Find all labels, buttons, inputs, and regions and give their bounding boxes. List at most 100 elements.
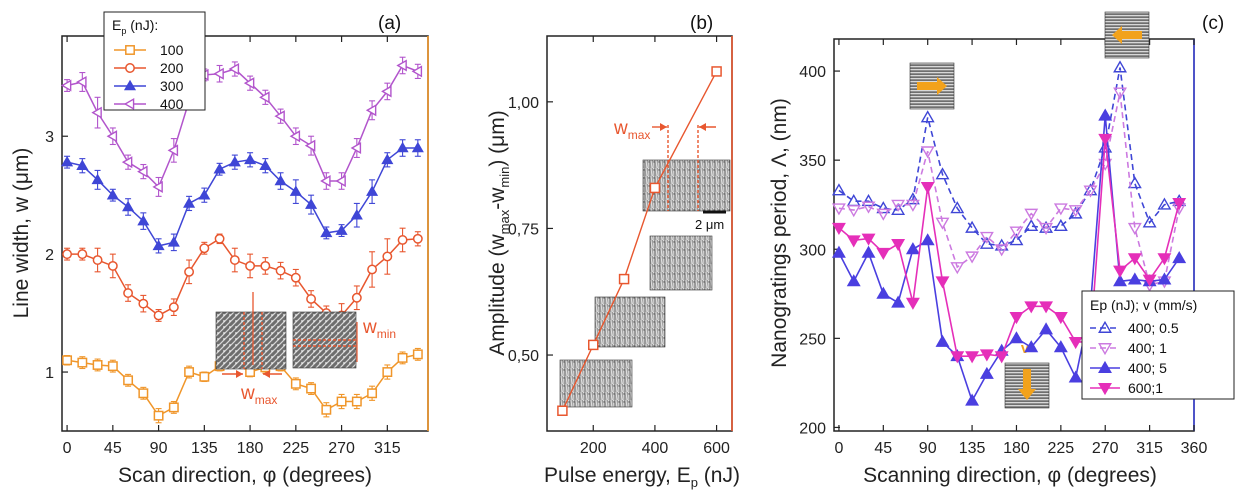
- series-300: [61, 139, 424, 254]
- data-point: [1127, 272, 1142, 285]
- velocity-annotation-c: v: [1021, 340, 1030, 357]
- series-600-1: [831, 133, 1187, 364]
- data-point: [213, 67, 224, 80]
- data-point: [107, 361, 118, 372]
- y-tick-label: 200: [799, 420, 826, 437]
- legend-title-a: Ep (nJ):: [112, 17, 158, 36]
- data-point: [1127, 253, 1142, 266]
- data-point: [1157, 197, 1172, 210]
- legend-title-c: Ep (nJ); v (mm/s): [1090, 297, 1197, 313]
- data-point: [861, 193, 876, 207]
- data-point: [259, 91, 270, 104]
- panel-b: 200 400 600 0,50 0,75 1,00 2 μm wmax (b) Puls…: [486, 13, 740, 490]
- series-0: [557, 66, 722, 416]
- data-point: [290, 378, 301, 389]
- series-200: [62, 227, 423, 328]
- data-point: [876, 208, 891, 221]
- x-tick-label: 600: [703, 440, 730, 457]
- data-point: [1009, 331, 1024, 344]
- y-tick-label: 400: [799, 64, 826, 81]
- data-point: [1039, 222, 1054, 236]
- data-point: [367, 388, 378, 399]
- data-point: [167, 236, 180, 247]
- data-point: [935, 217, 950, 230]
- legend-marker: [1098, 320, 1112, 333]
- data-point: [861, 201, 876, 214]
- data-point: [1157, 272, 1172, 285]
- data-point: [411, 141, 424, 153]
- data-point: [935, 334, 950, 347]
- legend-marker: [125, 63, 135, 73]
- data-point: [1053, 218, 1068, 232]
- data-point: [1053, 203, 1068, 216]
- data-point: [289, 130, 301, 143]
- y-tick-label: 300: [799, 242, 826, 259]
- panel-label-b: (b): [690, 13, 713, 34]
- x-axis-label-c: Scanning direction, φ (degrees): [863, 464, 1157, 487]
- data-point: [92, 360, 103, 370]
- grating-thumb-right-arrow: [909, 62, 955, 110]
- x-tick-label: 270: [1092, 440, 1119, 457]
- scale-bar-label-b: 2 μm: [695, 217, 724, 232]
- wmax-label-b: wmax: [613, 118, 650, 142]
- data-point: [137, 214, 150, 226]
- data-point: [1053, 312, 1068, 325]
- data-point: [979, 349, 994, 362]
- legend-marker: [123, 79, 137, 91]
- panel-a: 0 45 90 135 180 225 270 315 1 2 3 wmax wmin: [10, 11, 429, 487]
- data-point: [396, 141, 409, 153]
- data-point: [905, 242, 920, 255]
- data-point: [213, 163, 226, 174]
- series-line: [66, 64, 419, 189]
- data-point: [274, 174, 287, 186]
- y-tick-label: 350: [799, 153, 826, 170]
- data-point: [306, 293, 317, 304]
- legend-marker: [125, 45, 135, 55]
- x-axis-label-b: Pulse energy, Ep (nJ): [544, 464, 740, 490]
- data-point: [994, 351, 1009, 364]
- data-point: [618, 273, 630, 285]
- data-point: [321, 404, 332, 415]
- data-point: [228, 155, 241, 167]
- x-axis-label-a: Scan direction, φ (degrees): [118, 464, 372, 487]
- data-point: [76, 75, 87, 89]
- data-point: [905, 297, 920, 310]
- data-point: [861, 233, 876, 246]
- data-point: [1142, 274, 1157, 287]
- data-point: [381, 153, 394, 165]
- data-point: [91, 173, 104, 185]
- panel-label-a: (a): [378, 13, 401, 34]
- x-tick-label: 0: [834, 440, 843, 457]
- data-point: [1068, 206, 1083, 219]
- data-point: [1068, 336, 1083, 350]
- data-point: [62, 355, 73, 366]
- data-point: [60, 79, 72, 92]
- legend-entry: 400; 0.5: [1128, 320, 1179, 336]
- data-point: [152, 239, 165, 251]
- data-point: [1172, 251, 1187, 264]
- data-point: [1098, 108, 1113, 121]
- legend-marker: [1098, 343, 1112, 356]
- data-point: [1172, 197, 1187, 211]
- y-tick-label: 3: [45, 129, 54, 146]
- data-point: [1024, 301, 1039, 314]
- data-point: [935, 167, 950, 180]
- data-point: [350, 208, 363, 220]
- data-point: [91, 106, 102, 119]
- x-tick-label: 225: [1047, 440, 1074, 457]
- x-tick-label: 45: [104, 440, 122, 457]
- data-point: [1024, 218, 1039, 232]
- axes-b: 200 400 600 0,50 0,75 1,00: [508, 36, 730, 457]
- data-point: [77, 249, 88, 260]
- x-tick-label: 200: [580, 440, 607, 457]
- data-point: [965, 220, 980, 233]
- data-point: [846, 205, 861, 218]
- data-point: [846, 235, 861, 248]
- data-point: [588, 339, 599, 351]
- data-point: [965, 351, 980, 364]
- legend-marker: [123, 97, 135, 111]
- data-point: [1083, 185, 1098, 198]
- y-axis-label-a: Line width, w (μm): [10, 148, 33, 319]
- data-point: [167, 144, 179, 157]
- y-tick-label: 1,00: [508, 95, 539, 112]
